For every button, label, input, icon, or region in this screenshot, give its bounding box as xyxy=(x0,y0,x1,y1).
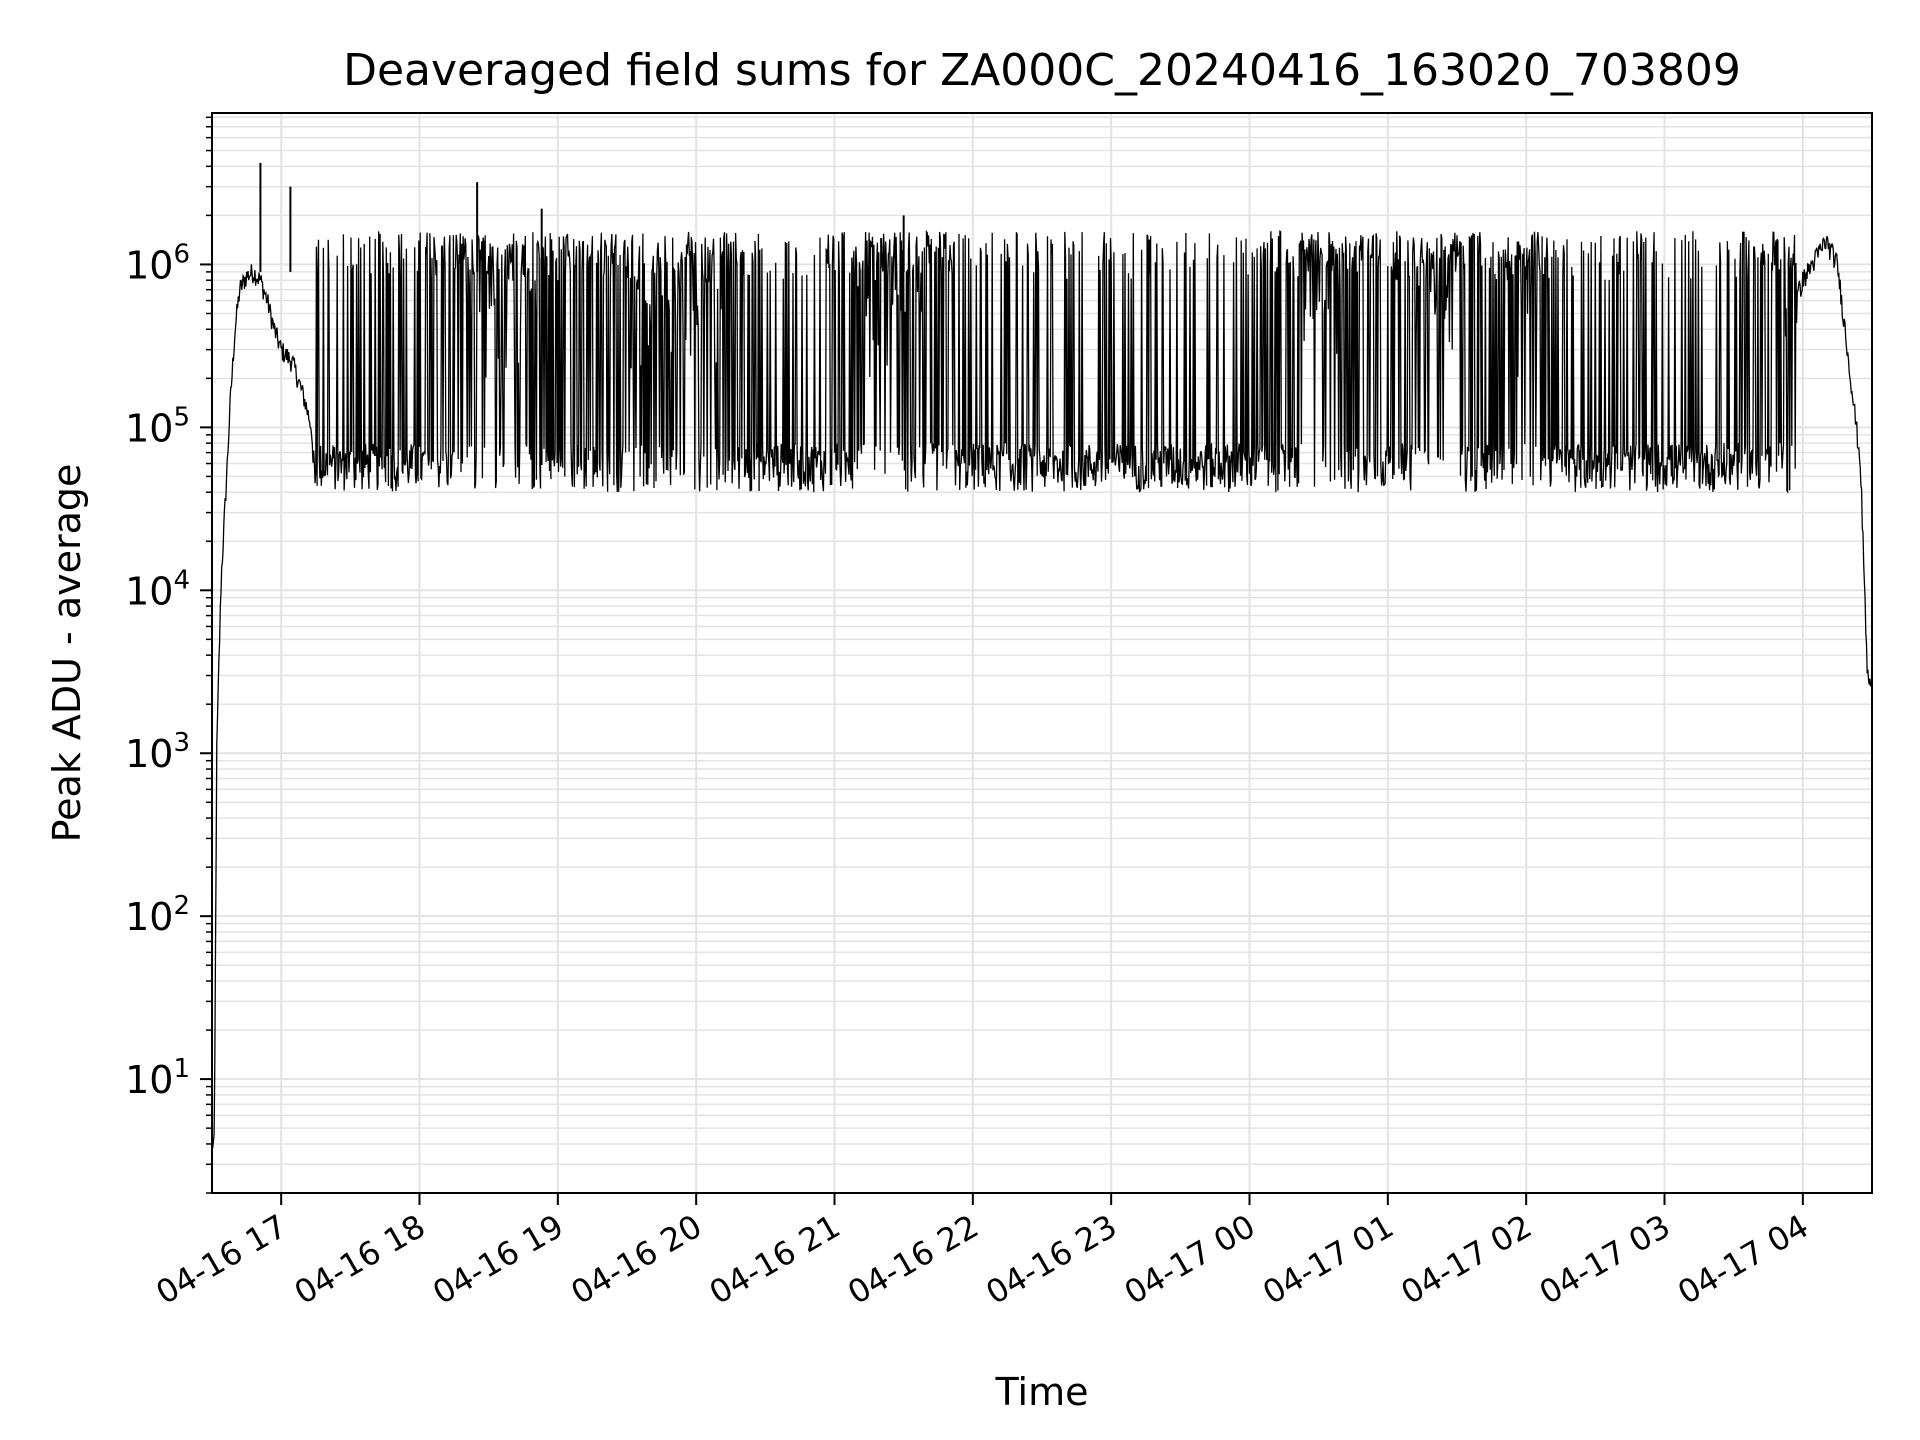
y-axis-label: Peak ADU - average xyxy=(45,464,89,843)
y-axis: 101 102 103 104 105 106 xyxy=(125,116,212,1194)
y-tick-label: 104 xyxy=(125,565,190,613)
y-tick-label: 105 xyxy=(125,402,190,450)
y-tick-label: 106 xyxy=(125,239,190,287)
y-tick-label: 101 xyxy=(125,1054,190,1102)
axes-frame xyxy=(211,112,1873,1194)
y-tick-label: 102 xyxy=(125,891,190,939)
x-axis-label: Time xyxy=(995,1370,1089,1414)
plot-area xyxy=(211,162,1873,1149)
series-line xyxy=(211,229,1873,1149)
y-tick-label: 103 xyxy=(125,728,190,776)
chart-title: Deaveraged field sums for ZA000C_2024041… xyxy=(343,45,1741,96)
